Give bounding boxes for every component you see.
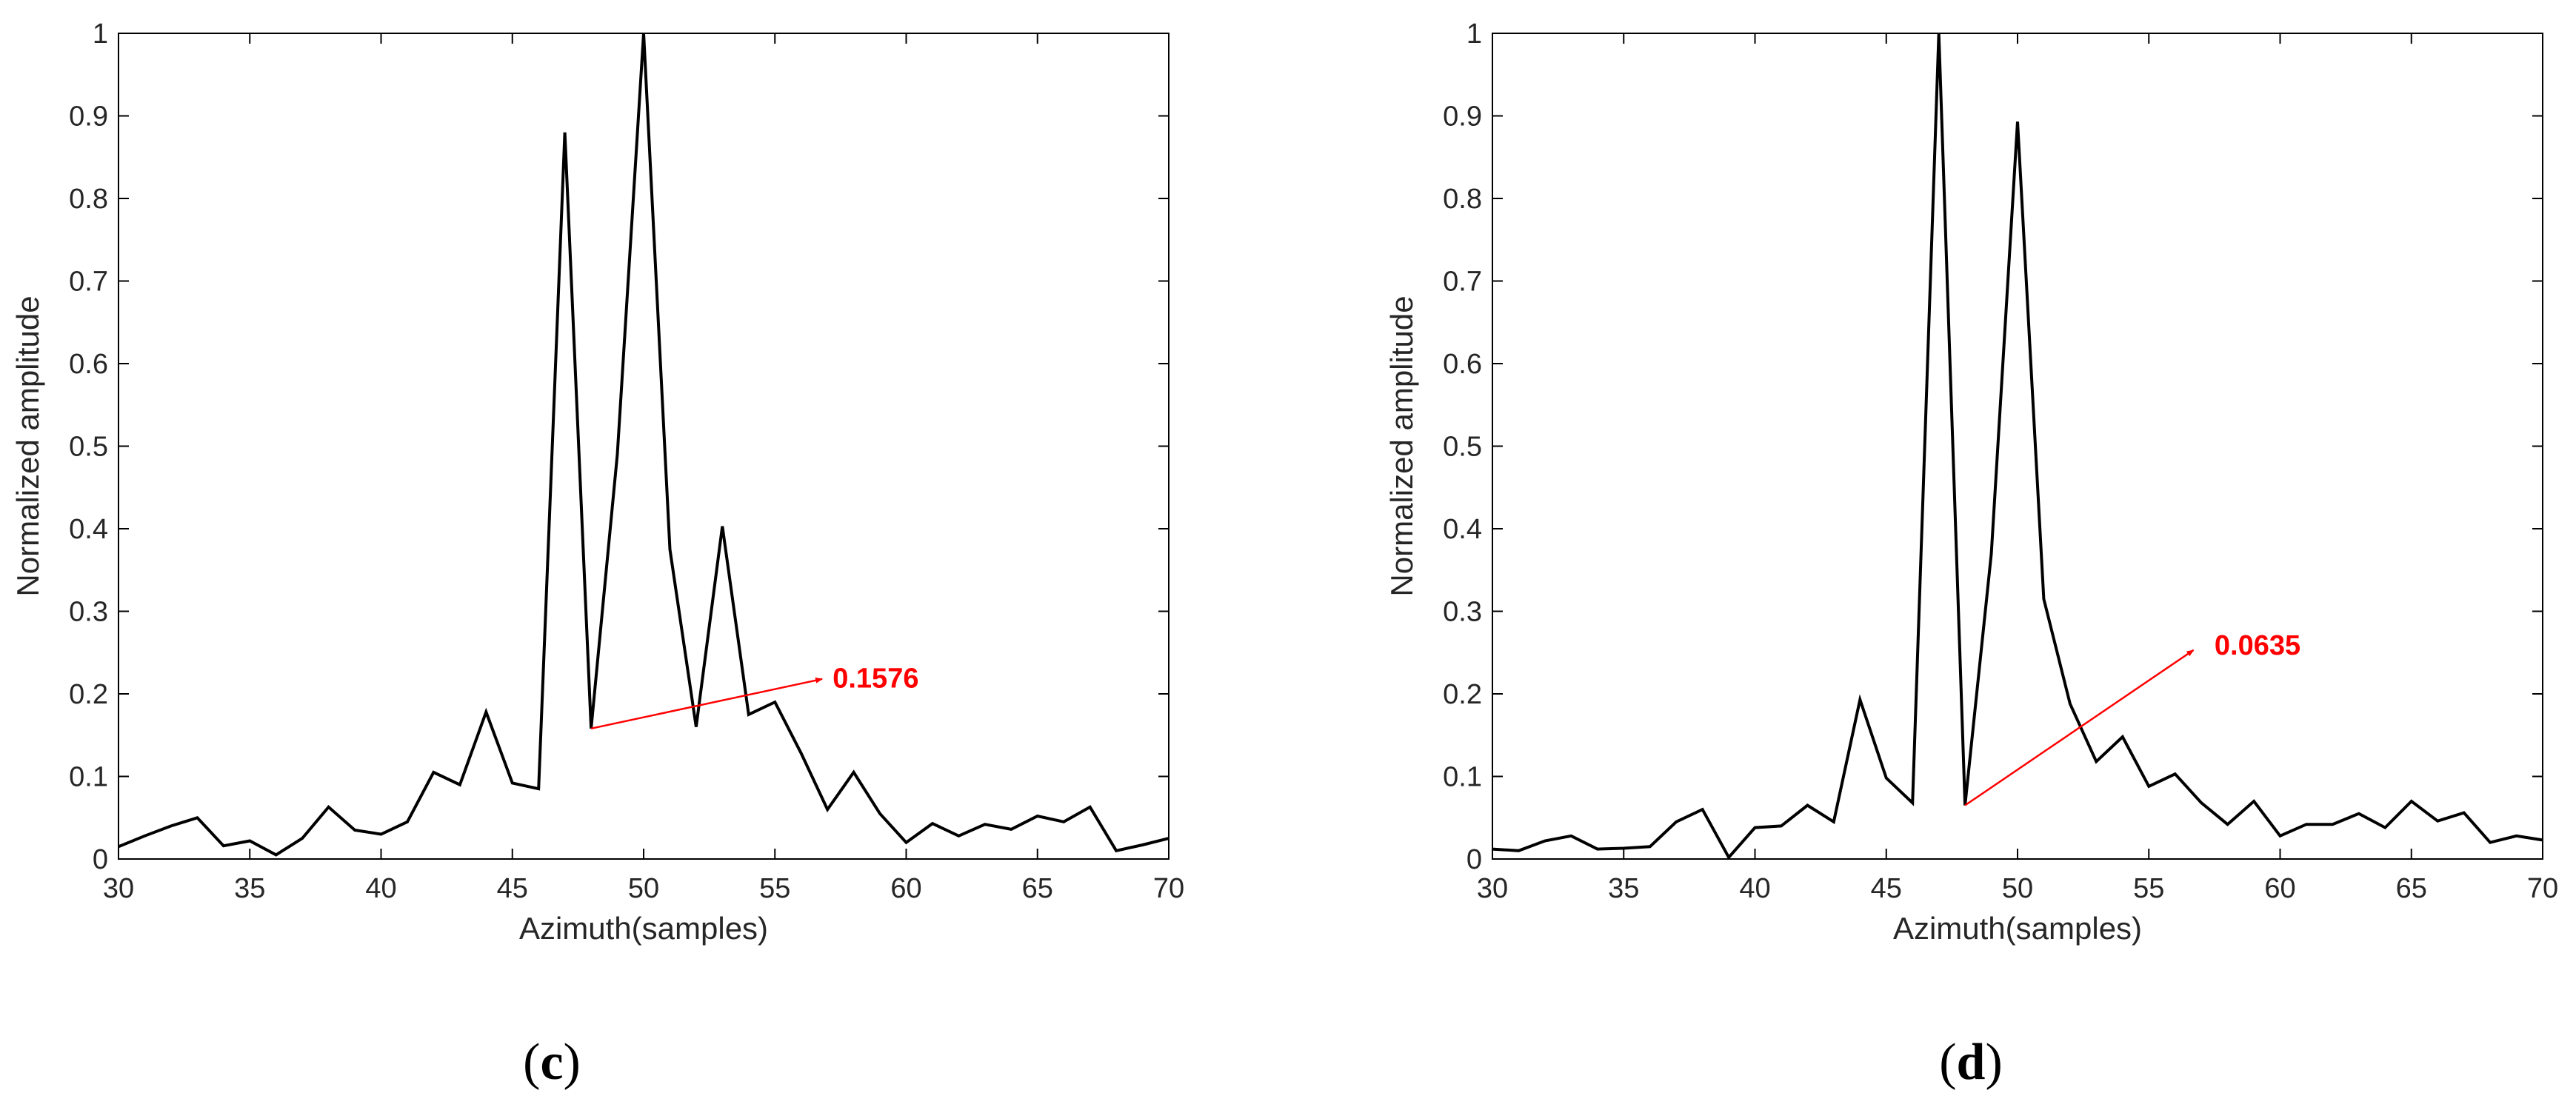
y-tick-label: 0.9 [1443,101,1482,133]
caption-close-paren: ) [563,1034,581,1091]
y-tick-label: 0.2 [69,679,108,710]
x-tick-label: 55 [2133,873,2164,904]
y-tick-label: 0.1 [1443,762,1482,793]
y-tick-label: 0 [1466,844,1482,875]
y-tick-label: 1 [93,19,108,50]
chart-panel-d: 30 35 40 45 50 55 60 65 70 0 0.1 0.2 0.3 0.4 0.5 0.6 0.7… [1384,19,2558,946]
x-tick-label: 50 [628,873,659,904]
y-tick-label: 0.7 [1443,267,1482,298]
annotation-arrow [590,677,824,730]
y-tick-label: 0.5 [69,432,108,463]
y-tick-label: 0.6 [1443,349,1482,380]
series-line [118,33,1169,857]
x-tick-label: 70 [1153,873,1184,904]
caption-close-paren: ) [1985,1034,2003,1091]
x-tick-label: 65 [1022,873,1053,904]
y-tick-label: 1 [1466,19,1482,50]
x-tick-label: 35 [234,873,265,904]
x-tick-label: 40 [1739,873,1770,904]
x-tick-label: 30 [103,873,134,904]
x-tick-label: 35 [1608,873,1639,904]
y-tick-label: 0.8 [1443,184,1482,215]
y-tick-label: 0.2 [1443,679,1482,710]
y-tick-label: 0.4 [1443,514,1482,545]
x-tick-label: 45 [1871,873,1902,904]
y-tick-label: 0.3 [69,597,108,628]
axes-frame [118,33,1169,860]
x-tick-label: 30 [1477,873,1508,904]
annotation-arrow [1964,649,2195,806]
y-tick-label: 0.1 [69,762,108,793]
x-tick-label: 40 [365,873,396,904]
x-axis-label: Azimuth(samples) [1893,911,2142,946]
x-tick-label: 60 [890,873,921,904]
x-tick-label: 60 [2264,873,2295,904]
caption-open-paren: ( [523,1034,541,1091]
y-tick-label: 0 [93,844,108,875]
x-tick-label: 55 [759,873,790,904]
axes-frame [1492,33,2543,860]
y-tick-label: 0.3 [1443,597,1482,628]
y-tick-label: 0.4 [69,514,108,545]
caption-open-paren: ( [1939,1034,1957,1091]
x-tick-label: 50 [2002,873,2033,904]
y-tick-label: 0.5 [1443,432,1482,463]
y-axis-label: Normalized amplitude [1384,295,1419,596]
annotation-label: 0.1576 [832,664,918,695]
caption-letter: d [1956,1034,1986,1091]
y-tick-label: 0.9 [69,101,108,133]
y-axis-label: Normalized amplitude [10,295,45,596]
y-tick-label: 0.6 [69,349,108,380]
series-line [1492,33,2543,860]
panel-c-caption: (c) [478,1033,626,1092]
panel-d-caption: (d) [1897,1033,2045,1092]
x-tick-label: 65 [2396,873,2427,904]
caption-letter: c [540,1034,564,1091]
chart-panel-c: 30 35 40 45 50 55 60 65 70 0 0.1 0.2 0.3 0.4 0.5 0.6 0.7… [10,19,1184,946]
annotation-label: 0.0635 [2215,630,2300,661]
y-tick-label: 0.7 [69,267,108,298]
x-tick-label: 70 [2527,873,2558,904]
y-tick-label: 0.8 [69,184,108,215]
x-axis-label: Azimuth(samples) [519,911,768,946]
x-tick-label: 45 [497,873,528,904]
